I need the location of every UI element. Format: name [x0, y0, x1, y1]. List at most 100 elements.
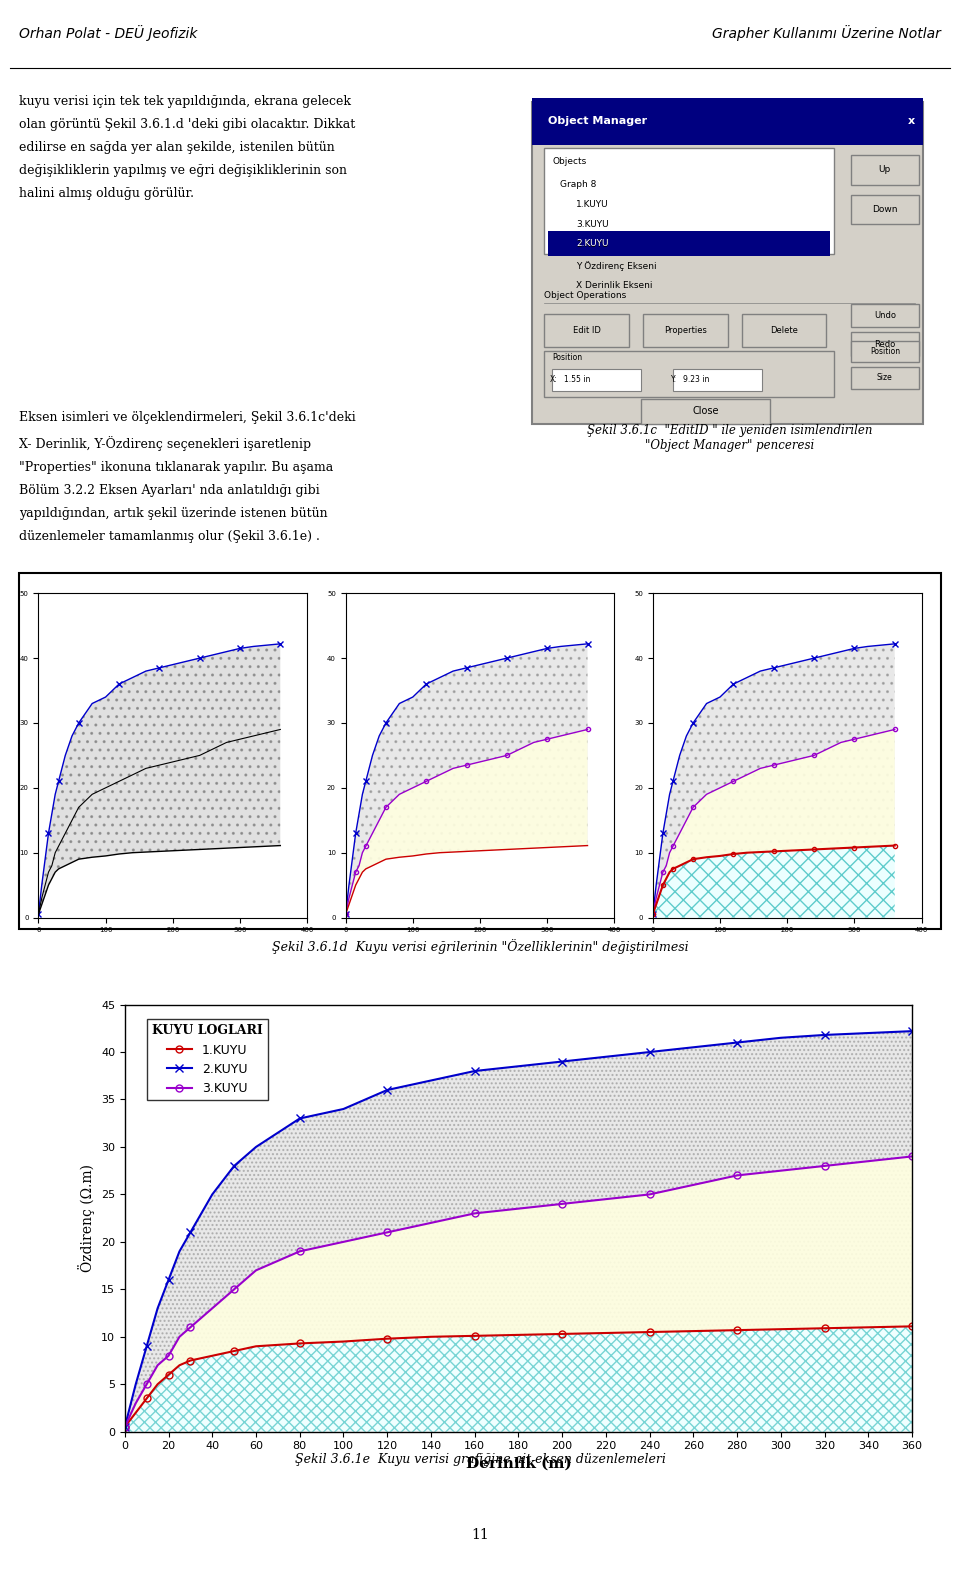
- 2.KUYU: [152, 1299, 163, 1318]
- Text: Position: Position: [552, 353, 583, 362]
- 3.KUYU: [228, 1280, 240, 1299]
- 1.KUYU: [163, 1365, 175, 1384]
- 3.KUYU: [294, 1242, 305, 1261]
- Text: Position: Position: [870, 346, 900, 356]
- 3.KUYU: [338, 1232, 349, 1251]
- 1.KUYU: [228, 1342, 240, 1361]
- 3.KUYU: [906, 1147, 918, 1166]
- 2.KUYU: [294, 1109, 305, 1128]
- Text: 3.KUYU: 3.KUYU: [576, 220, 609, 229]
- 3.KUYU: [184, 1318, 196, 1337]
- FancyBboxPatch shape: [851, 367, 919, 389]
- 3.KUYU: [775, 1161, 786, 1180]
- FancyBboxPatch shape: [532, 101, 924, 424]
- Text: Objects: Objects: [552, 157, 587, 166]
- Text: Y:: Y:: [671, 375, 677, 384]
- 3.KUYU: [141, 1375, 153, 1394]
- Text: Down: Down: [872, 206, 898, 214]
- 1.KUYU: [557, 1324, 568, 1343]
- 2.KUYU: [174, 1242, 185, 1261]
- Text: Şekil 3.6.1c  "EditID " ile yeniden isimlendirilen
"Object Manager" penceresi: Şekil 3.6.1c "EditID " ile yeniden isiml…: [587, 424, 873, 452]
- Text: Edit ID: Edit ID: [572, 326, 600, 335]
- 1.KUYU: [174, 1356, 185, 1375]
- 3.KUYU: [600, 1190, 612, 1209]
- 2.KUYU: [381, 1081, 393, 1099]
- 1.KUYU: [338, 1332, 349, 1351]
- FancyBboxPatch shape: [742, 315, 827, 348]
- Line: 1.KUYU: 1.KUYU: [121, 1323, 916, 1430]
- 2.KUYU: [557, 1052, 568, 1071]
- 3.KUYU: [732, 1166, 743, 1185]
- 3.KUYU: [687, 1175, 699, 1194]
- Text: Orhan Polat - DEÜ Jeofizik: Orhan Polat - DEÜ Jeofizik: [19, 25, 198, 41]
- 3.KUYU: [163, 1346, 175, 1365]
- Text: 2.KUYU: 2.KUYU: [576, 240, 609, 248]
- 1.KUYU: [251, 1337, 262, 1356]
- FancyBboxPatch shape: [851, 195, 919, 225]
- 2.KUYU: [644, 1043, 656, 1062]
- 2.KUYU: [206, 1185, 218, 1204]
- 2.KUYU: [906, 1022, 918, 1041]
- Text: 1.KUYU: 1.KUYU: [576, 199, 609, 209]
- FancyBboxPatch shape: [544, 351, 834, 397]
- Text: kuyu verisi için tek tek yapıldığında, ekrana gelecek
olan görüntü Şekil 3.6.1.d: kuyu verisi için tek tek yapıldığında, e…: [19, 95, 355, 199]
- Text: 1.55 in: 1.55 in: [564, 375, 590, 384]
- X-axis label: Derinlik (m): Derinlik (m): [466, 1457, 571, 1471]
- Text: Y Özdirenç Ekseni: Y Özdirenç Ekseni: [576, 261, 657, 271]
- Text: Close: Close: [692, 407, 719, 416]
- 2.KUYU: [775, 1028, 786, 1047]
- 1.KUYU: [381, 1329, 393, 1348]
- FancyBboxPatch shape: [532, 98, 924, 146]
- Line: 2.KUYU: 2.KUYU: [121, 1027, 916, 1432]
- Text: 11: 11: [471, 1528, 489, 1541]
- 3.KUYU: [130, 1394, 141, 1413]
- 3.KUYU: [425, 1213, 437, 1232]
- 1.KUYU: [862, 1318, 874, 1337]
- 2.KUYU: [468, 1062, 480, 1081]
- Text: x: x: [908, 117, 915, 127]
- 2.KUYU: [732, 1033, 743, 1052]
- Text: Object Manager: Object Manager: [548, 117, 647, 127]
- Text: 9.23 in: 9.23 in: [684, 375, 709, 384]
- Y-axis label: Özdirenç (Ω.m): Özdirenç (Ω.m): [79, 1164, 95, 1272]
- Line: 3.KUYU: 3.KUYU: [121, 1153, 916, 1430]
- 1.KUYU: [600, 1324, 612, 1343]
- Text: Properties: Properties: [663, 326, 707, 335]
- Text: 2.KUYU: 2.KUYU: [576, 239, 609, 248]
- 2.KUYU: [513, 1057, 524, 1076]
- 3.KUYU: [819, 1156, 830, 1175]
- 1.KUYU: [775, 1319, 786, 1338]
- Text: Grapher Kullanımı Üzerine Notlar: Grapher Kullanımı Üzerine Notlar: [712, 25, 941, 41]
- Text: Delete: Delete: [770, 326, 798, 335]
- Text: X:: X:: [550, 375, 558, 384]
- 1.KUYU: [130, 1403, 141, 1422]
- FancyBboxPatch shape: [851, 340, 919, 362]
- 2.KUYU: [141, 1337, 153, 1356]
- 1.KUYU: [906, 1316, 918, 1335]
- FancyBboxPatch shape: [851, 304, 919, 327]
- 2.KUYU: [184, 1223, 196, 1242]
- 1.KUYU: [687, 1321, 699, 1340]
- 2.KUYU: [130, 1375, 141, 1394]
- FancyBboxPatch shape: [851, 155, 919, 185]
- Text: Up: Up: [878, 165, 891, 174]
- Text: Graph 8: Graph 8: [561, 180, 596, 190]
- 2.KUYU: [600, 1047, 612, 1066]
- 1.KUYU: [513, 1326, 524, 1345]
- Text: Undo: Undo: [874, 312, 896, 320]
- 2.KUYU: [819, 1025, 830, 1044]
- 1.KUYU: [119, 1417, 131, 1436]
- FancyBboxPatch shape: [643, 315, 728, 348]
- 1.KUYU: [644, 1323, 656, 1342]
- 1.KUYU: [141, 1389, 153, 1408]
- Text: X Derinlik Ekseni: X Derinlik Ekseni: [576, 282, 653, 291]
- Text: Şekil 3.6.1e  Kuyu verisi grafiğine ait eksen düzenlemeleri: Şekil 3.6.1e Kuyu verisi grafiğine ait e…: [295, 1452, 665, 1467]
- 3.KUYU: [152, 1356, 163, 1375]
- 3.KUYU: [557, 1194, 568, 1213]
- 1.KUYU: [819, 1319, 830, 1338]
- 2.KUYU: [119, 1417, 131, 1436]
- FancyBboxPatch shape: [544, 149, 834, 255]
- Text: Şekil 3.6.1d  Kuyu verisi eğrilerinin "Özelliklerinin" değiştirilmesi: Şekil 3.6.1d Kuyu verisi eğrilerinin "Öz…: [272, 938, 688, 954]
- Text: Size: Size: [876, 373, 893, 383]
- Text: Eksen isimleri ve ölçeklendirmeleri, Şekil 3.6.1c'deki
X- Derinlik, Y-Özdirenç s: Eksen isimleri ve ölçeklendirmeleri, Şek…: [19, 411, 356, 543]
